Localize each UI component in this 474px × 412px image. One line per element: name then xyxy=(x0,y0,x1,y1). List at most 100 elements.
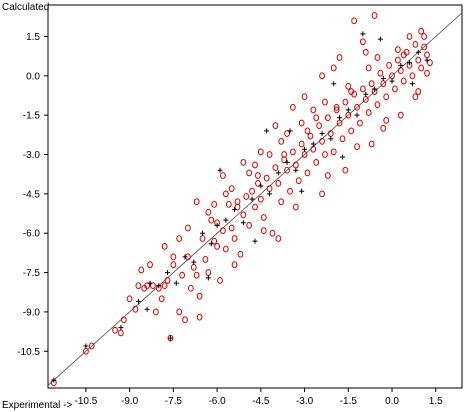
data-point-circle xyxy=(348,127,355,135)
data-point-circle xyxy=(185,224,191,232)
data-point-circle xyxy=(316,122,323,130)
data-point-plus xyxy=(205,275,211,281)
y-tick-label: -3.0 xyxy=(23,150,41,161)
data-point-circle xyxy=(272,164,279,172)
data-point-circle xyxy=(377,69,384,77)
data-point-circle xyxy=(214,242,220,250)
data-point-circle xyxy=(158,295,165,303)
data-point-circle xyxy=(182,316,188,324)
data-point-circle xyxy=(144,282,151,290)
x-tick-label: 1.5 xyxy=(429,396,443,407)
data-point-circle xyxy=(304,127,311,135)
data-point-circle xyxy=(211,200,218,208)
data-point-circle xyxy=(135,282,142,290)
y-tick-label: -9.0 xyxy=(23,307,41,318)
data-point-circle xyxy=(290,148,296,156)
data-point-circle xyxy=(348,88,355,95)
data-point-circle xyxy=(421,33,427,40)
data-point-circle xyxy=(406,33,413,40)
data-point-circle xyxy=(365,109,372,116)
data-point-circle xyxy=(354,103,360,111)
data-point-circle xyxy=(187,284,194,292)
x-tick-label: 0.0 xyxy=(385,396,399,407)
data-point-circle xyxy=(418,27,425,35)
data-point-plus xyxy=(363,91,369,97)
data-point-circle xyxy=(342,98,349,106)
data-point-circle xyxy=(228,185,235,193)
data-point-circle xyxy=(313,114,320,122)
data-point-plus xyxy=(331,81,337,87)
data-point-plus xyxy=(275,170,281,176)
data-point-circle xyxy=(257,148,264,156)
x-tick-label: -10.5 xyxy=(75,396,98,407)
data-point-circle xyxy=(161,242,168,250)
data-point-circle xyxy=(240,211,247,219)
data-point-circle xyxy=(179,271,186,279)
data-point-circle xyxy=(246,221,253,229)
data-point-circle xyxy=(362,48,369,56)
data-point-circle xyxy=(170,261,177,269)
diagonal-reference-line xyxy=(47,12,463,386)
data-point-circle xyxy=(281,156,288,164)
data-point-circle xyxy=(330,148,337,156)
data-point-circle xyxy=(252,203,258,211)
data-point-plus xyxy=(173,280,179,286)
data-point-plus xyxy=(200,230,206,236)
data-point-circle xyxy=(220,227,226,235)
data-point-circle xyxy=(257,195,264,203)
data-point-circle xyxy=(313,158,320,166)
data-point-plus xyxy=(345,107,351,113)
data-point-circle xyxy=(298,140,305,148)
data-point-circle xyxy=(409,72,416,80)
data-point-circle xyxy=(374,54,381,61)
y-tick-label: -6.0 xyxy=(23,229,41,240)
data-point-circle xyxy=(319,72,325,80)
data-point-plus xyxy=(302,146,308,152)
y-axis-title: Calculated xyxy=(2,2,49,13)
data-point-circle xyxy=(365,64,372,72)
data-point-circle xyxy=(228,224,235,232)
data-point-circle xyxy=(217,277,223,284)
data-point-circle xyxy=(319,138,325,145)
data-point-circle xyxy=(88,342,95,350)
data-point-circle xyxy=(359,38,366,46)
data-point-circle xyxy=(266,151,273,158)
data-point-circle xyxy=(147,261,153,269)
data-point-circle xyxy=(249,187,255,195)
y-tick-label: -4.5 xyxy=(23,189,41,200)
data-point-plus xyxy=(214,222,220,228)
data-point-circle xyxy=(357,119,363,127)
data-point-circle xyxy=(287,187,293,195)
data-point-plus xyxy=(398,62,404,68)
data-point-circle xyxy=(421,43,427,51)
data-point-plus xyxy=(372,86,378,92)
data-point-plus xyxy=(156,283,162,289)
x-tick-label: -9.0 xyxy=(121,396,139,407)
data-point-circle xyxy=(278,198,285,206)
data-point-circle xyxy=(392,85,398,93)
data-point-circle xyxy=(292,203,299,211)
y-tick-label: -7.5 xyxy=(23,268,41,279)
data-point-circle xyxy=(252,161,258,169)
data-point-circle xyxy=(374,101,381,109)
data-point-circle xyxy=(202,256,209,263)
x-tick-label: -4.5 xyxy=(252,396,270,407)
data-point-plus xyxy=(144,306,150,312)
data-point-circle xyxy=(351,17,358,25)
data-point-circle xyxy=(339,135,346,143)
data-point-circle xyxy=(193,198,200,206)
data-point-plus xyxy=(293,167,299,173)
data-point-plus xyxy=(267,191,273,197)
data-point-circle xyxy=(310,106,317,114)
x-tick-label: -6.0 xyxy=(208,396,226,407)
data-point-circle xyxy=(176,235,183,242)
data-point-circle xyxy=(424,69,430,77)
y-tick-label: 0.0 xyxy=(26,71,40,82)
data-point-plus xyxy=(258,183,264,189)
data-point-plus xyxy=(339,154,345,160)
data-point-circle xyxy=(330,64,337,72)
data-point-circle xyxy=(336,54,343,61)
data-point-circle xyxy=(386,61,393,69)
data-point-circle xyxy=(193,271,200,279)
data-point-circle xyxy=(272,122,279,130)
